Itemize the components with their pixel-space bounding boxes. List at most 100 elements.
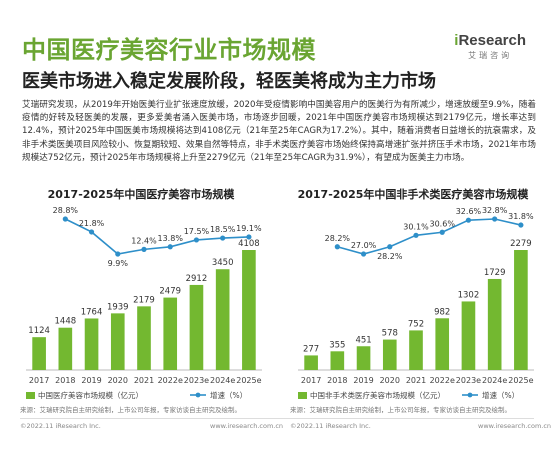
legend-label-line: 增速（%）	[210, 390, 247, 400]
bar-value-label: 2179	[133, 295, 155, 305]
legend-label-bar: 中国非手术类医疗美容市场规模（亿元）	[310, 390, 445, 400]
x-tick-label: 2017	[301, 376, 321, 385]
growth-value-label: 28.2%	[377, 252, 403, 261]
growth-point	[115, 251, 121, 257]
x-tick-label: 2025e	[508, 376, 533, 385]
bar-value-label: 4108	[238, 239, 260, 249]
x-tick-label: 2019	[81, 376, 101, 385]
growth-value-label: 32.6%	[456, 207, 482, 216]
x-tick-label: 2021	[134, 376, 154, 385]
x-tick-label: 2017	[29, 376, 49, 385]
growth-value-label: 27.0%	[351, 241, 377, 250]
bar	[461, 301, 476, 370]
bar	[32, 337, 46, 370]
bar	[84, 318, 99, 370]
legend-swatch-dot	[467, 392, 473, 398]
bar	[409, 330, 423, 370]
growth-point	[141, 246, 147, 252]
bar	[110, 313, 125, 370]
x-tick-label: 2019	[353, 376, 373, 385]
x-tick-label: 2020	[108, 376, 128, 385]
bar-value-label: 1729	[484, 268, 506, 278]
growth-point	[413, 232, 419, 238]
chart-title: 2017-2025年中国医疗美容市场规模	[47, 188, 235, 201]
legend-label-bar: 中国医疗美容市场规模（亿元）	[38, 390, 143, 400]
legend-label-line: 增速（%）	[482, 390, 519, 400]
growth-point	[88, 229, 95, 235]
chart-non-surgical: 2017-2025年中国非手术类医疗美容市场规模 277 2017 355 2018 4…	[284, 186, 542, 418]
growth-point	[387, 244, 393, 250]
growth-point	[360, 251, 367, 257]
bar	[330, 351, 345, 370]
growth-point	[439, 229, 445, 235]
x-tick-label: 2018	[327, 376, 347, 385]
bar-value-label: 451	[355, 335, 371, 345]
growth-value-label: 30.6%	[430, 219, 456, 228]
bar	[215, 269, 230, 370]
growth-point	[220, 235, 226, 241]
bar	[58, 327, 73, 370]
growth-point	[492, 216, 498, 222]
legend-swatch-bar	[298, 392, 307, 399]
summary-paragraph: 艾瑞研究发现，从2019年开始医美行业扩张速度放缓，2020年受疫情影响中国美容…	[22, 100, 536, 163]
footer-url: www.iresearch.com.cn	[478, 422, 552, 430]
growth-value-label: 28.2%	[325, 234, 351, 243]
growth-value-label: 9.9%	[108, 259, 129, 268]
bar	[137, 306, 151, 370]
logo-brand-rest: Research	[458, 32, 526, 49]
growth-line	[337, 218, 522, 255]
bar-value-label: 2279	[510, 239, 532, 249]
x-tick-label: 2024e	[210, 376, 235, 385]
growth-point	[167, 244, 173, 250]
x-tick-label: 2021	[406, 376, 426, 385]
growth-value-label: 13.8%	[158, 234, 184, 243]
chart-source-note: 来源：艾瑞研究院自主研究绘制，上市公司年报，专家访谈自主研究及绘制。	[290, 406, 511, 414]
footer-url: www.iresearch.com.cn	[210, 422, 284, 430]
growth-value-label: 30.1%	[403, 222, 429, 231]
chart-source-note: 来源：艾瑞研究院自主研究绘制，上市公司年报，专家访谈自主研究及绘制。	[20, 406, 241, 414]
growth-point	[334, 244, 340, 250]
bar-value-label: 277	[303, 344, 319, 354]
footer-copyright: ©2022.11 iResearch Inc.	[20, 422, 101, 430]
x-tick-label: 2020	[380, 376, 400, 385]
growth-point	[518, 222, 524, 228]
bar-value-label: 1124	[28, 326, 50, 336]
bar-value-label: 2912	[186, 274, 208, 284]
logo-brand: iResearch	[454, 32, 526, 49]
bar	[304, 355, 318, 370]
x-tick-label: 2023e	[184, 376, 209, 385]
bar-value-label: 1302	[458, 290, 480, 300]
growth-value-label: 32.8%	[482, 206, 508, 215]
footer-divider	[20, 418, 534, 419]
growth-point	[246, 234, 252, 240]
bar	[435, 318, 450, 370]
bar-value-label: 1764	[81, 307, 103, 317]
growth-value-label: 12.4%	[131, 236, 157, 245]
page-subtitle: 医美市场进入稳定发展阶段，轻医美将成为主力市场	[22, 71, 436, 92]
growth-value-label: 28.8%	[53, 206, 79, 215]
growth-value-label: 19.1%	[236, 224, 262, 233]
chart-plot: 277 2017 355 2018 451 2019 578 2020 752 2021 982 20…	[298, 206, 534, 400]
page-title: 中国医疗美容行业市场规模	[22, 36, 316, 64]
chart-plot: 1124 2017 1448 2018 1764 2019 1939 2020 2179 2021…	[26, 206, 262, 400]
bar-value-label: 982	[434, 307, 450, 317]
footer-copyright: ©2022.11 iResearch Inc.	[290, 422, 371, 430]
bar-value-label: 1448	[55, 317, 77, 327]
x-tick-label: 2024e	[482, 376, 507, 385]
x-tick-label: 2022e	[430, 376, 455, 385]
bar	[163, 297, 178, 370]
bar-value-label: 2479	[159, 287, 181, 297]
legend-swatch-dot	[195, 392, 201, 398]
bar-value-label: 1939	[107, 302, 129, 312]
x-tick-label: 2022e	[158, 376, 183, 385]
bar	[356, 346, 371, 370]
growth-value-label: 18.5%	[210, 225, 236, 234]
logo-subtitle: 艾瑞咨询	[468, 51, 513, 60]
iresearch-logo: iResearch 艾瑞咨询	[454, 32, 526, 61]
bar-value-label: 3450	[212, 258, 234, 268]
bar	[382, 339, 397, 370]
bar	[487, 278, 502, 370]
x-tick-label: 2025e	[236, 376, 261, 385]
growth-value-label: 21.8%	[79, 219, 105, 228]
logo-brand-i: i	[454, 32, 459, 49]
